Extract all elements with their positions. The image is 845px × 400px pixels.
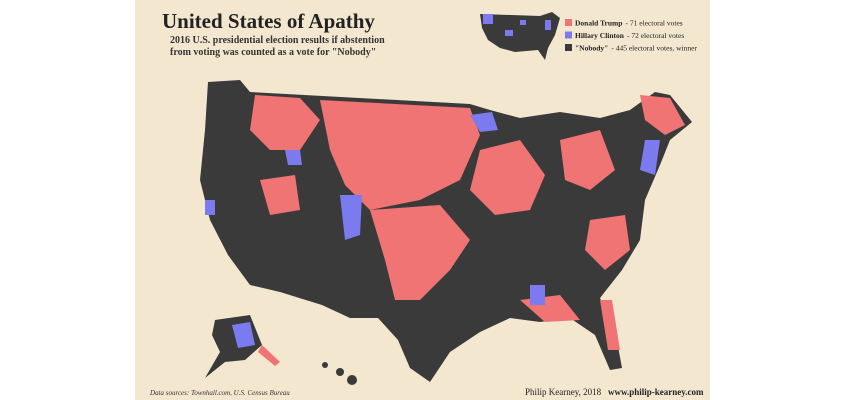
- trump-region: [560, 130, 615, 190]
- subtitle: 2016 U.S. presidential election results …: [170, 35, 385, 46]
- legend-entry: Hillary Clinton - 72 electoral votes: [575, 31, 684, 40]
- trump-region: [600, 300, 620, 350]
- clinton-region: [340, 195, 362, 240]
- legend-entry: Donald Trump - 71 electoral votes: [575, 19, 683, 28]
- url: www.philip-kearney.com: [608, 387, 704, 397]
- trump-region: [370, 205, 470, 300]
- trump-region: [260, 175, 300, 215]
- hawaii: [347, 375, 357, 385]
- legend-detail: - 72 electoral votes: [627, 31, 684, 40]
- trump-region: [250, 95, 320, 150]
- legend-swatch: [565, 31, 572, 39]
- clinton-region: [470, 112, 498, 132]
- clinton-region: [205, 200, 215, 215]
- legend-name: Donald Trump: [575, 19, 622, 28]
- legend-swatch: [565, 19, 572, 26]
- legend-detail: - 445 electoral votes, winner: [611, 44, 697, 53]
- mini-map: [480, 12, 560, 60]
- hawaii: [322, 362, 328, 368]
- map: [200, 80, 692, 385]
- legend-entry: "Nobody" - 445 electoral votes, winner: [575, 44, 697, 53]
- subtitle: from voting was counted as a vote for "N…: [170, 47, 376, 58]
- author: Philip Kearney, 2018: [525, 387, 602, 397]
- trump-region: [470, 140, 545, 215]
- legend-detail: - 71 electoral votes: [625, 19, 682, 28]
- trump-region: [585, 215, 630, 270]
- legend-name: Hillary Clinton: [575, 31, 625, 40]
- sources: Data sources: Townhall.com, U.S. Census …: [149, 389, 290, 397]
- legend-swatch: [565, 44, 572, 51]
- legend: Donald Trump - 71 electoral votesHillary …: [565, 19, 697, 53]
- trump-region: [258, 345, 280, 366]
- clinton-region: [232, 322, 255, 348]
- title: United States of Apathy: [162, 9, 375, 33]
- clinton-region: [285, 150, 302, 165]
- clinton-region: [530, 285, 545, 305]
- trump-region: [320, 100, 480, 210]
- hawaii: [336, 368, 344, 376]
- legend-name: "Nobody": [575, 44, 608, 53]
- trump-region: [640, 95, 685, 135]
- clinton-region: [640, 140, 660, 175]
